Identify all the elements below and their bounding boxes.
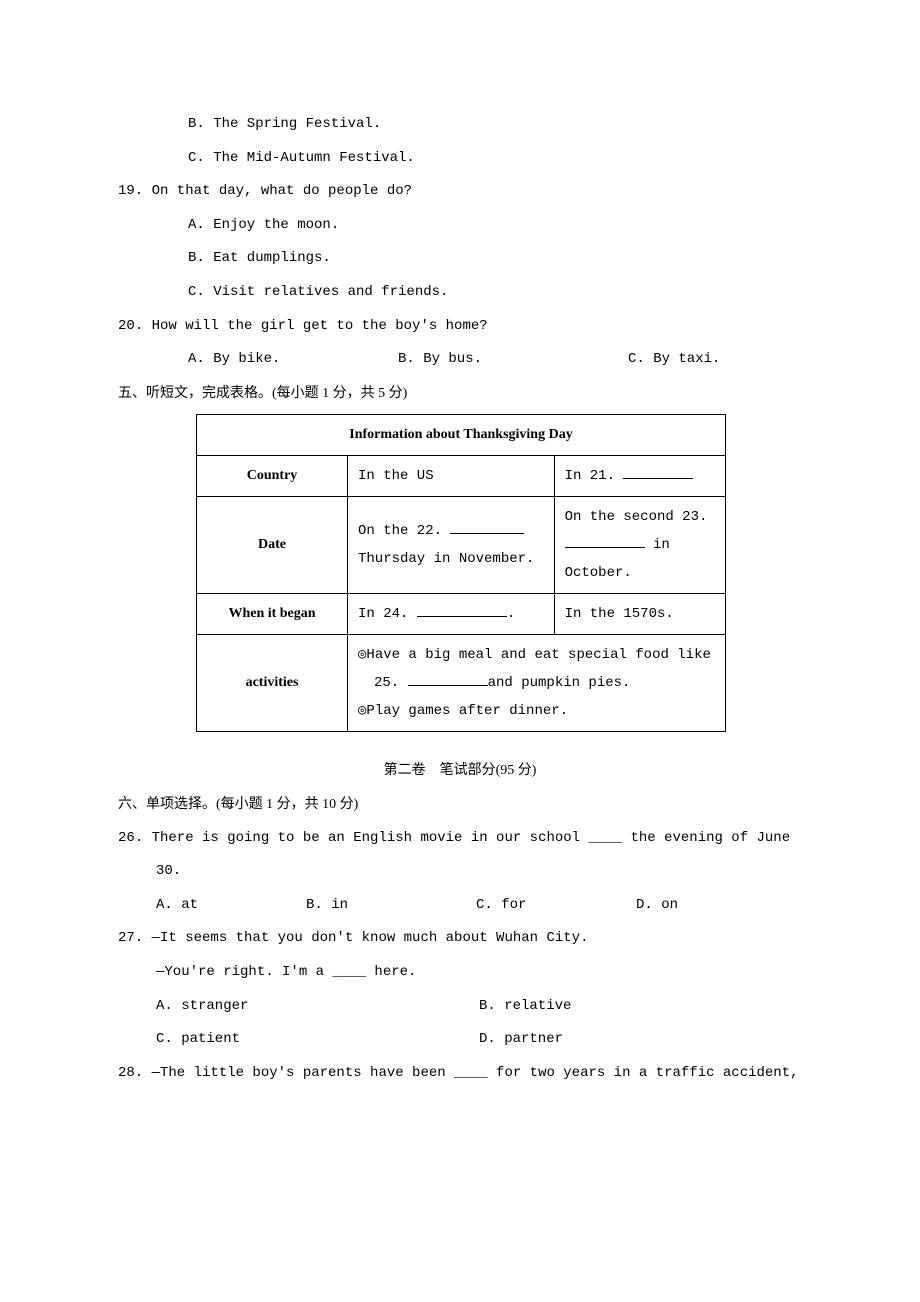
label-country: Country (197, 456, 348, 497)
table-row-activities: activities ◎Have a big meal and eat spec… (197, 635, 726, 732)
table-title-row: Information about Thanksgiving Day (197, 415, 726, 456)
section5-heading: 五、听短文，完成表格。(每小题 1 分，共 5 分) (118, 377, 802, 411)
blank-22 (450, 521, 524, 535)
q18-option-c: C. The Mid-Autumn Festival. (118, 142, 802, 176)
q20-option-c: C. By taxi. (628, 343, 720, 377)
text-in-24: In 24. (358, 606, 417, 622)
q27-options-row2: C. patient D. partner (118, 1023, 802, 1057)
date-us: On the 22. Thursday in November. (348, 497, 555, 594)
q26-stem-line2: 30. (118, 855, 802, 889)
q19-option-b: B. Eat dumplings. (118, 242, 802, 276)
blank-24 (417, 604, 507, 618)
page-container: B. The Spring Festival. C. The Mid-Autum… (0, 0, 920, 1302)
q26-options: A. at B. in C. for D. on (118, 889, 802, 923)
label-began: When it began (197, 594, 348, 635)
table-row-date: Date On the 22. Thursday in November. On… (197, 497, 726, 594)
q20-option-b: B. By bus. (398, 343, 628, 377)
q18-option-b: B. The Spring Festival. (118, 108, 802, 142)
label-date: Date (197, 497, 348, 594)
activity-line3: ◎Play games after dinner. (358, 697, 715, 725)
blank-25 (408, 673, 488, 687)
text-period: . (507, 606, 515, 622)
activity-line1: ◎Have a big meal and eat special food li… (358, 641, 715, 669)
text-second-23: On the second 23. (565, 503, 715, 531)
table-title: Information about Thanksgiving Day (197, 415, 726, 456)
text-pumpkin: and pumpkin pies. (488, 675, 631, 691)
section6-heading: 六、单项选择。(每小题 1 分，共 10 分) (118, 788, 802, 822)
country-blank21: In 21. (554, 456, 725, 497)
q27-stem-line2: —You're right. I'm a ____ here. (118, 956, 802, 990)
label-activities: activities (197, 635, 348, 732)
q27-options-row1: A. stranger B. relative (118, 990, 802, 1024)
text-thursday-nov: Thursday in November. (358, 545, 544, 573)
q26-option-b: B. in (306, 889, 476, 923)
q20-stem: 20. How will the girl get to the boy's h… (118, 310, 802, 344)
q27-option-a: A. stranger (156, 990, 479, 1024)
table-row-country: Country In the US In 21. (197, 456, 726, 497)
q19-option-c: C. Visit relatives and friends. (118, 276, 802, 310)
activities-cell: ◎Have a big meal and eat special food li… (348, 635, 726, 732)
q26-option-c: C. for (476, 889, 636, 923)
q28-stem: 28. —The little boy's parents have been … (118, 1057, 802, 1091)
q26-option-d: D. on (636, 889, 678, 923)
q20-option-a: A. By bike. (188, 343, 398, 377)
text-october: October. (565, 559, 715, 587)
q26-option-a: A. at (156, 889, 306, 923)
began-other: In the 1570s. (554, 594, 725, 635)
country-us: In the US (348, 456, 555, 497)
q20-options: A. By bike. B. By bus. C. By taxi. (118, 343, 802, 377)
q27-option-b: B. relative (479, 990, 802, 1024)
q27-option-c: C. patient (156, 1023, 479, 1057)
part2-title: 第二卷 笔试部分(95 分) (118, 754, 802, 788)
thanksgiving-table: Information about Thanksgiving Day Count… (196, 414, 726, 732)
text-in: in (645, 537, 670, 553)
began-us: In 24. . (348, 594, 555, 635)
text-on-22: On the 22. (358, 523, 450, 539)
q26-stem-line1: 26. There is going to be an English movi… (118, 822, 802, 856)
blank-21 (623, 466, 693, 480)
q27-option-d: D. partner (479, 1023, 802, 1057)
q19-stem: 19. On that day, what do people do? (118, 175, 802, 209)
q19-option-a: A. Enjoy the moon. (118, 209, 802, 243)
blank-23 (565, 535, 645, 549)
table-row-began: When it began In 24. . In the 1570s. (197, 594, 726, 635)
text-in-21: In 21. (565, 468, 624, 484)
q27-stem-line1: 27. —It seems that you don't know much a… (118, 922, 802, 956)
date-other: On the second 23. in October. (554, 497, 725, 594)
text-25: 25. (374, 675, 408, 691)
